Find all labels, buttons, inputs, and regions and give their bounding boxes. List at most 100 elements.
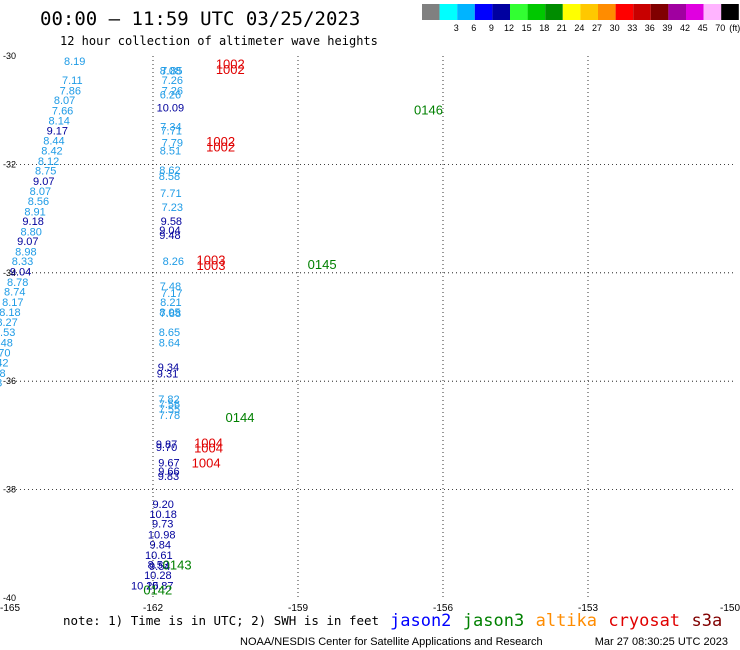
scale-label: 12 — [504, 23, 514, 33]
swh-point: 8.26 — [163, 256, 184, 268]
swh-point: 7.48 — [160, 281, 181, 293]
swh-point: 8.21 — [160, 297, 181, 309]
scale-label: 39 — [662, 23, 672, 33]
pass-label: 0142 — [143, 583, 172, 598]
swh-point: 8.12 — [38, 156, 59, 168]
y-tick-label: -30 — [3, 51, 16, 61]
longitude-axis: -165 -162 -159 -156 -153 -150 — [0, 603, 740, 614]
swh-point: 10.18 — [149, 509, 177, 521]
chart-title: 00:00 – 11:59 UTC 03/25/2023 — [40, 8, 360, 30]
scale-unit: (ft) — [729, 23, 740, 33]
footer-timestamp: Mar 27 08:30:25 UTC 2023 — [595, 636, 728, 648]
swh-point: 8.48 — [0, 338, 13, 350]
swh-point: 7.82 — [158, 394, 179, 406]
swh-point: 8.51 — [160, 146, 181, 158]
satellite-altika: altika — [536, 611, 597, 631]
swh-point: 10.28 — [144, 570, 172, 582]
swh-point: 8.98 — [15, 246, 36, 258]
latitude-axis: -30 -32 -34 -36 -38 -40 — [3, 51, 16, 603]
scale-swatch — [598, 4, 616, 20]
swh-point: 8.56 — [28, 196, 49, 208]
swh-point: 7.34 — [160, 121, 181, 133]
swh-point: 8.14 — [49, 115, 70, 127]
scale-swatch — [721, 4, 739, 20]
swh-point: 10.25 — [131, 580, 159, 592]
swh-point: 8.42 — [41, 146, 62, 158]
scale-label: 33 — [627, 23, 637, 33]
swh-point: 8.44 — [43, 135, 64, 147]
swh-point: 9.07 — [33, 176, 54, 188]
swh-point: 7.26 — [162, 85, 183, 97]
scale-swatch — [474, 4, 493, 20]
pressure-label: 1004 — [194, 441, 223, 456]
x-tick-label: -150 — [720, 603, 740, 614]
swh-point: 10.87 — [146, 580, 174, 592]
scale-swatch — [650, 4, 669, 20]
swh-point: 9.17 — [47, 126, 68, 138]
scale-label: 6 — [471, 23, 476, 33]
scale-label: 18 — [539, 23, 549, 33]
swh-point: 9.04 — [10, 267, 31, 279]
swh-point: 7.56 — [159, 399, 180, 411]
swh-point: 9.31 — [157, 368, 178, 380]
scale-label: 9 — [489, 23, 494, 33]
swh-point: 8.42 — [0, 358, 9, 370]
swh-point: 8.05 — [159, 307, 180, 319]
scale-swatch — [492, 4, 510, 20]
pressure-label: 1003 — [197, 253, 226, 268]
y-tick-label: -34 — [3, 268, 16, 278]
swh-point: 8.64 — [159, 338, 180, 350]
swh-point: 10.09 — [157, 102, 185, 114]
swh-point: 8.78 — [7, 277, 28, 289]
wave-height-points: 8.197.858.087.267.117.86 7.266.268.0710.0… — [0, 56, 184, 592]
y-tick-label: -36 — [3, 376, 16, 386]
swh-point: 8.07 — [54, 95, 75, 107]
chart-subtitle: 12 hour collection of altimeter wave hei… — [60, 34, 378, 48]
footer-credit: NOAA/NESDIS Center for Satellite Applica… — [240, 636, 543, 648]
swh-point: 8.91 — [24, 206, 45, 218]
swh-point: 8.62 — [159, 165, 180, 177]
swh-point: 7.86 — [60, 85, 81, 97]
scale-swatch — [422, 4, 440, 20]
pressure-label: 1002 — [216, 56, 245, 71]
x-tick-label: -156 — [433, 603, 453, 614]
swh-point: 9.87 — [156, 439, 177, 451]
swh-point: 7.85 — [161, 65, 182, 77]
grid-lines — [8, 56, 733, 598]
scale-swatch — [615, 4, 634, 20]
pass-labels: 0146 0145 0144 0143 0142 — [143, 103, 443, 598]
pressure-label: 1002 — [206, 134, 235, 149]
plot-background — [8, 56, 733, 598]
scale-label: 30 — [610, 23, 620, 33]
pass-label: 0144 — [226, 410, 255, 425]
pass-label: 0143 — [163, 557, 192, 572]
scale-swatch — [703, 4, 722, 20]
swh-point: 8.53 — [0, 327, 15, 339]
y-tick-label: -38 — [3, 485, 16, 495]
swh-point: 8.19 — [64, 56, 85, 68]
scale-label: 24 — [574, 23, 584, 33]
scale-label: 21 — [557, 23, 567, 33]
swh-point: 7.26 — [162, 75, 183, 87]
footer-note: note: 1) Time is in UTC; 2) SWH is in fe… — [63, 613, 379, 628]
swh-point: 7.71 — [161, 126, 182, 138]
satellite-legend: jason2 jason3 altika cryosat s3a — [390, 611, 722, 631]
x-tick-label: -159 — [288, 603, 308, 614]
scale-swatch — [580, 4, 598, 20]
pressure-label: 1004 — [192, 455, 221, 470]
swh-point: 9.20 — [152, 499, 173, 511]
swh-point: 8.07 — [30, 186, 51, 198]
y-tick-label: -40 — [3, 593, 16, 603]
swh-point: 9.67 — [158, 457, 179, 469]
color-scale-legend: 3 6 9 12 15 18 21 24 27 30 33 36 39 42 45 70 (ft) — [422, 4, 740, 33]
swh-point: 9.70 — [156, 442, 177, 454]
swh-point: 7.11 — [62, 75, 83, 87]
plot-area — [8, 56, 733, 598]
scale-swatch — [633, 4, 651, 20]
swh-point: 8.74 — [4, 287, 25, 299]
swh-point: 7.55 — [159, 404, 180, 416]
swh-point: 8.27 — [0, 317, 18, 329]
scale-label: 42 — [680, 23, 690, 33]
pressure-label: 1004 — [194, 435, 223, 450]
